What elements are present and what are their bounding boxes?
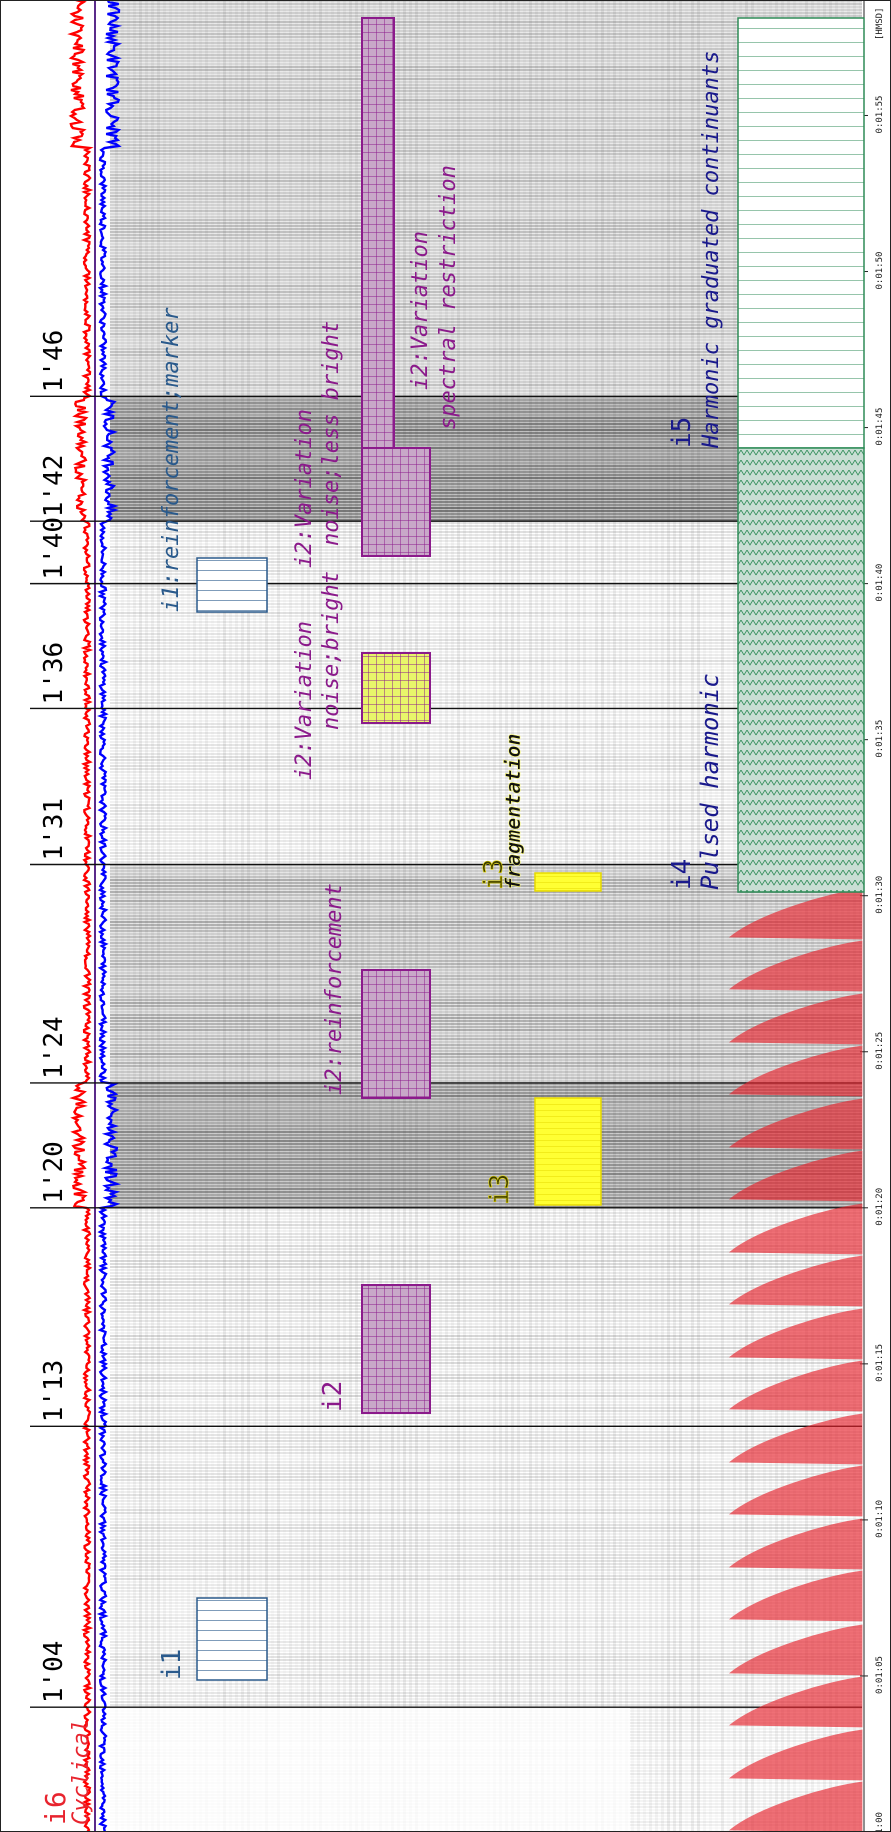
i2-box xyxy=(361,1284,431,1414)
axis-tick-label: 0:01:40 xyxy=(875,564,885,602)
i1-reinforcement-label: i1:reinforcement;marker xyxy=(159,307,184,612)
i3-fragmentation-box xyxy=(534,872,602,892)
cyclical-tooth xyxy=(728,993,863,1045)
i2-reinforcement-label: i2:reinforcement xyxy=(322,883,347,1095)
axis-tick-label: 0:01:10 xyxy=(875,1500,885,1538)
i2-var3-label-a: i2:Variation xyxy=(408,231,433,390)
axis-band xyxy=(862,0,891,1832)
cyclical-tooth xyxy=(728,1465,863,1517)
cyclical-tooth xyxy=(728,1255,863,1307)
i2-var3-label-b: spectral restriction xyxy=(436,165,461,430)
harmonic-continuants-label: Harmonic graduated continuants xyxy=(699,51,724,449)
axis-tick-label: 0:01:35 xyxy=(875,720,885,758)
annotation-texts: i1:reinforcement;marker i1 i2:Variation … xyxy=(39,51,724,1825)
i2-label: i2 xyxy=(318,1381,348,1412)
axis-tick-label: 0:01:25 xyxy=(875,1032,885,1070)
cyclical-tooth xyxy=(728,1676,863,1728)
section-label: 1'31 xyxy=(39,798,69,861)
axis-tick-label: 0:01:15 xyxy=(875,1344,885,1382)
i2-var1-label-b: noise;bright xyxy=(319,571,344,730)
axis-tick-label: 0:01:00 xyxy=(875,1812,885,1832)
section-label: 1'42 xyxy=(39,455,69,518)
axis-tick-label: 0:01:55 xyxy=(875,96,885,134)
waveform-red xyxy=(67,0,94,1832)
i1-label: i1 xyxy=(157,1649,187,1680)
axis-tick-label: 0:01:20 xyxy=(875,1188,885,1226)
i2-less-bright-box xyxy=(361,447,431,557)
section-label: 1'40 xyxy=(39,517,69,580)
cyclical-tooth xyxy=(728,1308,863,1360)
i5-label: i5 xyxy=(667,417,697,448)
section-label: 1'24 xyxy=(39,1016,69,1079)
axis-tick-label: 0:01:50 xyxy=(875,252,885,290)
spectrogram-area xyxy=(110,0,862,1832)
cyclical-tooth xyxy=(728,1203,863,1255)
cyclical-tooth xyxy=(728,1045,863,1097)
i2-spectral-box xyxy=(361,17,395,449)
i3-box xyxy=(534,1097,602,1206)
cyclical-tooth xyxy=(728,1729,863,1781)
annotation-shapes xyxy=(196,17,865,1832)
section-label: 1'36 xyxy=(39,642,69,705)
i3-label-a: i3 xyxy=(479,859,509,890)
section-label: 1'04 xyxy=(39,1641,69,1704)
waveform-blue xyxy=(96,0,123,1832)
waveform-strip xyxy=(67,0,123,1832)
cyclical-teeth xyxy=(728,888,863,1832)
i2-reinforcement-box xyxy=(361,969,431,1099)
axis-tick-label: 0:01:45 xyxy=(875,408,885,446)
i3-label-b: i3 xyxy=(485,1174,515,1205)
cyclical-tooth xyxy=(728,1518,863,1570)
cyclical-label: Cyclical xyxy=(69,1719,94,1825)
cyclical-tooth xyxy=(728,1413,863,1465)
i2-var1-label-a: i2:Variation xyxy=(292,621,317,780)
i2-var2-label-b: noise;less bright xyxy=(319,321,344,546)
i1-box xyxy=(196,1597,268,1681)
cyclical-tooth xyxy=(728,1360,863,1412)
i4-label: i4 xyxy=(667,859,697,890)
i1-reinforcement-box xyxy=(196,557,268,613)
i6-label: i6 xyxy=(39,1791,72,1825)
i2-bright-box xyxy=(361,652,431,724)
cyclical-tooth xyxy=(728,1624,863,1676)
pulsed-harmonic-label: Pulsed harmonic xyxy=(696,673,724,890)
cyclical-tooth xyxy=(728,1150,863,1202)
i2-var2-label-a: i2:Variation xyxy=(292,409,317,568)
cyclical-tooth xyxy=(728,1781,863,1832)
i5-harmonic-block xyxy=(737,17,865,449)
axis-tick-label: 0:01:05 xyxy=(875,1656,885,1694)
axis-unit-label: [HMSD] xyxy=(875,7,885,40)
section-label: 1'46 xyxy=(39,330,69,393)
cyclical-tooth xyxy=(728,1570,863,1622)
cyclical-tooth xyxy=(728,1098,863,1150)
section-dividers xyxy=(30,395,864,1708)
section-label: 1'13 xyxy=(39,1360,69,1423)
i4-pulsed-block xyxy=(737,447,865,893)
section-labels: 1'04 1'13 1'20 1'24 1'31 1'36 1'401'42 1'46 xyxy=(39,330,69,1703)
fragmentation-label: fragmentation xyxy=(501,733,525,890)
axis-tick-label: 0:01:30 xyxy=(875,876,885,914)
cyclical-tooth xyxy=(728,940,863,992)
section-label: 1'20 xyxy=(39,1141,69,1204)
